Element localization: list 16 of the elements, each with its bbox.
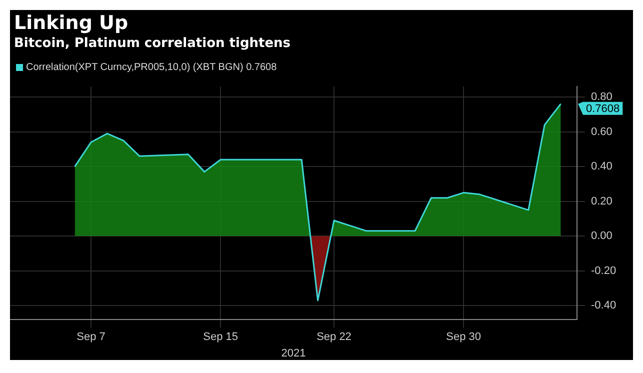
annotation: 0.7608 — [586, 102, 620, 115]
y-tick-label: 0.80 — [591, 91, 612, 104]
y-tick-label: -0.20 — [591, 264, 616, 277]
y-tick-label: -0.40 — [591, 300, 616, 312]
y-tick-label: 0.60 — [591, 126, 612, 138]
y-tick-label: 0.20 — [591, 195, 612, 208]
x-tick-label: Sep 22 — [316, 331, 352, 344]
y-tick-label: 0.00 — [591, 230, 612, 242]
legend-label: Correlation(XPT Curncy,PR005,10,0) (XBT BGN) 0.7608 — [26, 62, 277, 73]
x-tick-label: Sep 30 — [446, 331, 482, 344]
x-tick-label: Sep 15 — [203, 331, 238, 344]
chart-title: Linking Up — [14, 12, 128, 34]
chart-subtitle: Bitcoin, Platinum correlation tightens — [14, 36, 291, 51]
x-tick-label: Sep 7 — [76, 331, 106, 344]
y-tick-label: 0.40 — [591, 160, 612, 173]
x-axis-title: 2021 — [281, 347, 306, 360]
